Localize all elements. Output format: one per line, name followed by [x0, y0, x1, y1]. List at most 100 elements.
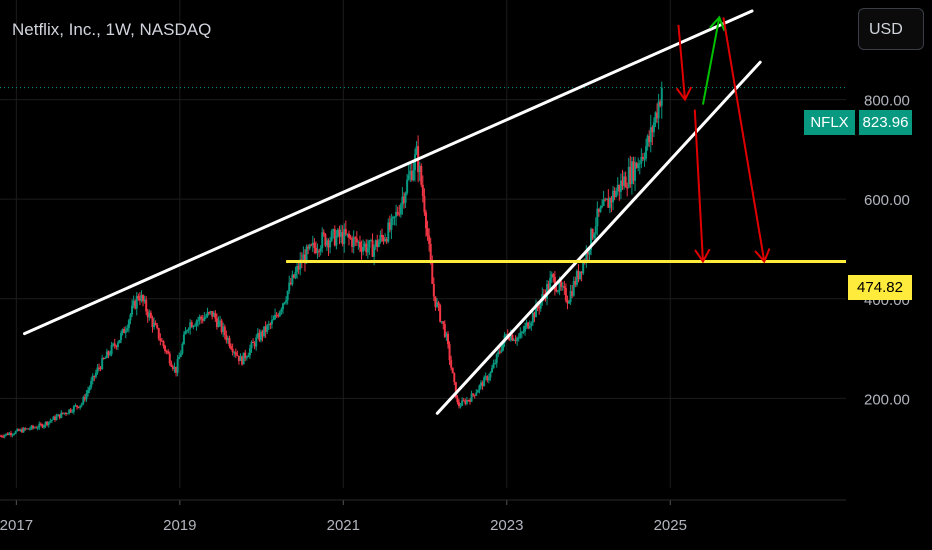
candle-body: [137, 296, 140, 299]
candle-body: [451, 367, 454, 374]
candle-body: [368, 240, 371, 248]
candle-body: [80, 403, 83, 406]
candle-body: [355, 238, 358, 243]
candle-body: [66, 413, 69, 415]
candle-body: [531, 312, 534, 323]
candle-body: [156, 325, 159, 329]
candle-body: [198, 316, 201, 321]
candle-body: [283, 302, 286, 304]
candle-body: [637, 163, 640, 169]
candle-body: [538, 307, 541, 309]
candle-body: [214, 312, 217, 319]
candle-body: [234, 352, 237, 355]
candle-body: [11, 434, 14, 436]
candle-body: [569, 291, 572, 302]
candle-body: [497, 351, 500, 355]
candle-body: [90, 380, 93, 388]
candle-body: [129, 314, 132, 321]
candle-body: [575, 270, 578, 285]
candle-body: [25, 428, 28, 430]
candle-body: [329, 240, 332, 248]
candle-body: [659, 101, 662, 106]
candle-body: [236, 354, 239, 356]
candle-body: [366, 247, 369, 253]
candle-body: [159, 338, 162, 341]
candle-body: [347, 233, 350, 238]
candle-body: [5, 433, 8, 435]
candle-body: [181, 344, 184, 354]
candle-body: [502, 343, 505, 351]
candle-body: [434, 296, 437, 307]
candle-body: [618, 184, 621, 192]
candle-body: [640, 156, 643, 164]
candle-body: [167, 351, 170, 354]
candle-body: [376, 240, 379, 247]
lower-trendline: [435, 60, 762, 415]
candle-body: [131, 305, 134, 315]
candle-body: [319, 247, 322, 252]
candle-body: [225, 334, 228, 341]
currency-button[interactable]: USD: [858, 8, 924, 50]
candle-body: [35, 427, 38, 429]
candle-body: [8, 433, 11, 435]
candle-body: [402, 196, 405, 203]
candle-body: [274, 314, 277, 320]
candle-body: [560, 281, 563, 287]
price-tick-label: 800.00: [864, 93, 910, 110]
time-axis: 2017 2019 2021 2023 2025: [0, 499, 846, 534]
candle-body: [102, 358, 105, 360]
candle-body: [176, 359, 179, 373]
candle-body: [85, 393, 88, 400]
candle-body: [457, 402, 460, 407]
candle-body: [204, 316, 207, 318]
candle-body: [511, 335, 514, 341]
candle-body: [233, 352, 236, 354]
candle-body: [373, 247, 376, 257]
candle-body: [68, 409, 71, 414]
candle-body: [193, 325, 196, 327]
candle-body: [267, 324, 270, 326]
candle-body: [28, 428, 31, 430]
candle-body: [643, 158, 646, 160]
candle-body: [517, 337, 520, 339]
candle-body: [391, 216, 394, 219]
candle-body: [173, 366, 176, 369]
candle-body: [454, 382, 457, 398]
candle-body: [340, 231, 343, 237]
candle-body: [30, 425, 33, 429]
candle-body: [616, 184, 619, 191]
time-tick-label: 2025: [654, 517, 687, 534]
candle-body: [132, 300, 135, 306]
candle-body: [588, 250, 591, 255]
down-arrow: [677, 24, 686, 100]
candle-body: [335, 235, 338, 246]
candle-body: [269, 324, 272, 326]
candle-body: [19, 429, 22, 431]
time-tick-label: 2021: [327, 517, 360, 534]
up-arrow: [701, 17, 721, 105]
candle-body: [495, 354, 498, 364]
candle-body: [626, 187, 629, 189]
candle-body: [307, 246, 310, 249]
candle-body: [486, 376, 489, 381]
candle-body: [343, 229, 346, 244]
candle-body: [87, 390, 90, 394]
candle-body: [615, 190, 618, 198]
candle-body: [321, 232, 324, 248]
candle-body: [76, 405, 79, 407]
candle-body: [140, 295, 143, 301]
candle-body: [138, 298, 141, 301]
candle-body: [242, 352, 245, 365]
candle-body: [610, 198, 613, 203]
candle-body: [498, 351, 501, 353]
candle-body: [415, 146, 418, 155]
candle-body: [170, 363, 173, 367]
candle-body: [349, 237, 352, 239]
candle-body: [71, 411, 74, 413]
candle-body: [168, 353, 171, 364]
candle-body: [212, 312, 215, 317]
support-level-label: 474.82: [848, 275, 912, 300]
candle-body: [303, 254, 306, 264]
candle-body: [308, 244, 311, 249]
